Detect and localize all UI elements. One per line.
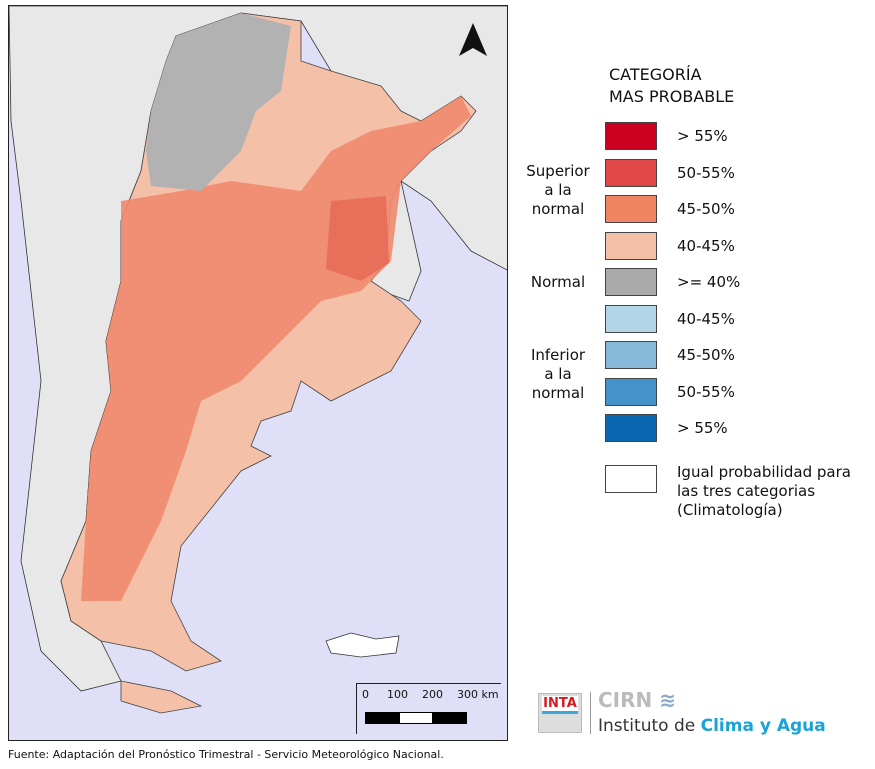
legend-label: 50-55%: [677, 163, 735, 182]
legend-label: > 55%: [677, 127, 728, 145]
scale-bar: 0 100 200 300 km: [356, 683, 501, 734]
group-inferior: Inferior a la normal: [530, 346, 586, 402]
legend-label: 40-45%: [677, 236, 735, 255]
waves-icon: ≋: [659, 688, 676, 712]
institute-name: Instituto de Clima y Agua: [598, 716, 826, 736]
legend-title-line: CATEGORÍA: [609, 65, 702, 84]
scale-label: 200: [422, 688, 443, 701]
legend-label: 45-50%: [677, 346, 735, 364]
region-50-55: [326, 196, 389, 281]
legend-swatch: [605, 377, 657, 406]
legend-swatch: [605, 158, 657, 187]
cirn-logo: CIRN ≋: [598, 688, 676, 712]
legend-title-line: MAS PROBABLE: [609, 87, 735, 106]
legend-swatch: [605, 122, 657, 150]
scale-segment: [365, 712, 399, 724]
legend-label: > 55%: [677, 419, 728, 437]
region-normal: [146, 13, 291, 191]
scale-label: 100: [387, 688, 408, 701]
legend-swatch: [605, 268, 657, 296]
legend-swatch: [605, 231, 657, 260]
legend-equal-label: Igual probabilidad para las tres categori…: [677, 463, 851, 519]
group-normal: Normal: [530, 273, 586, 291]
legend-swatch: [605, 304, 657, 333]
legend-title: CATEGORÍA MAS PROBABLE: [609, 64, 734, 108]
legend-label: 45-50%: [677, 200, 735, 218]
source-footnote: Fuente: Adaptación del Pronóstico Trimes…: [8, 748, 444, 761]
forecast-map: [8, 5, 508, 741]
scale-segment: [433, 712, 467, 724]
scale-label: 0: [362, 688, 369, 701]
logo-divider: [590, 692, 591, 734]
map-canvas: [9, 6, 507, 714]
group-superior: Superior a la normal: [526, 162, 590, 218]
legend-label: >= 40%: [677, 273, 741, 291]
legend-swatch: [605, 195, 657, 223]
scale-label: 300 km: [457, 688, 499, 701]
malvinas: [325, 632, 400, 658]
legend-swatch: [605, 414, 657, 442]
scale-segment: [399, 712, 433, 724]
inta-logo: INTA: [538, 693, 582, 733]
tierra-del-fuego: [120, 680, 203, 714]
legend-swatch: [605, 341, 657, 369]
legend-swatch-equal: [605, 465, 657, 493]
north-arrow-icon: [459, 23, 487, 56]
legend-label: 40-45%: [677, 309, 735, 328]
legend-label: 50-55%: [677, 382, 735, 401]
